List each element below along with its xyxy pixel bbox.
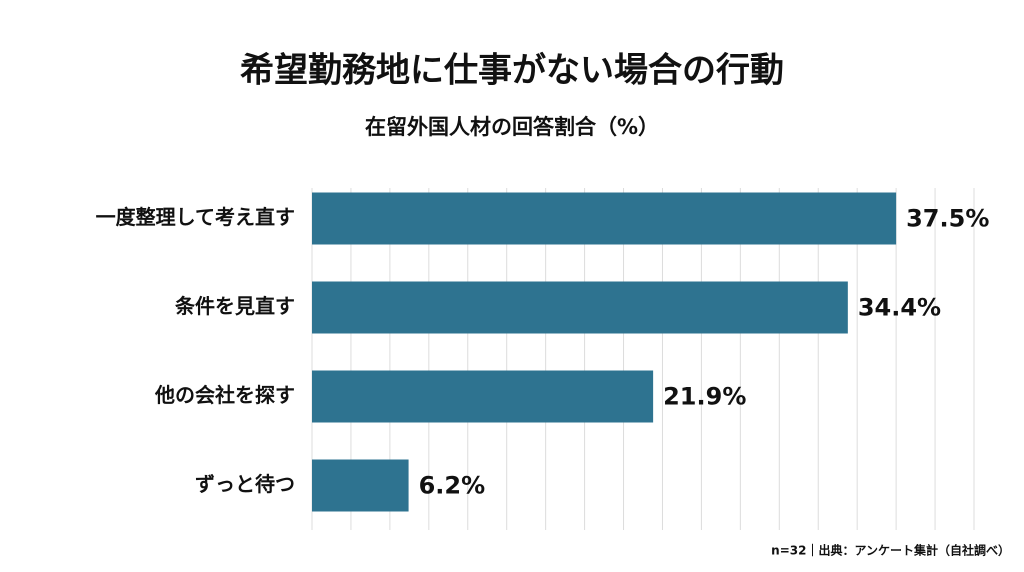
value-label: 6.2% — [419, 472, 486, 500]
bar — [312, 281, 848, 334]
bar — [312, 459, 409, 512]
category-label: 一度整理して考え直す — [96, 205, 295, 229]
value-label: 34.4% — [858, 294, 941, 322]
chart-subtitle: 在留外国人材の回答割合（%） — [365, 115, 659, 139]
bar — [312, 192, 897, 245]
bar — [312, 370, 654, 423]
chart-title: 希望勤務地に仕事がない場合の行動 — [240, 51, 784, 91]
category-label: 他の会社を探す — [154, 383, 295, 407]
category-label: ずっと待つ — [195, 472, 295, 496]
source-note: n=32｜出典：アンケート集計（自社調べ） — [771, 543, 1010, 558]
category-label: 条件を見直す — [175, 294, 295, 318]
value-label: 21.9% — [663, 383, 746, 411]
value-label: 37.5% — [906, 205, 989, 233]
